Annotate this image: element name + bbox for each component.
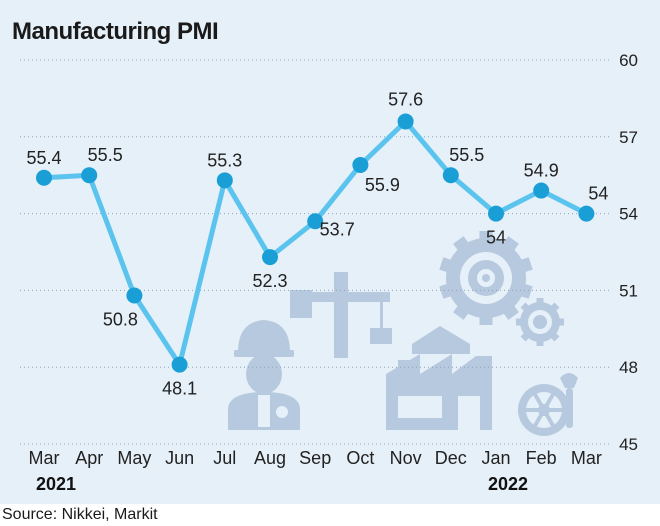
- data-label: 48.1: [162, 379, 197, 399]
- x-tick-label: May: [117, 448, 151, 468]
- data-point: [171, 356, 188, 373]
- chart-title: Manufacturing PMI: [12, 18, 219, 45]
- year-label: 2021: [36, 474, 76, 494]
- x-tick-label: Jul: [213, 448, 236, 468]
- x-tick-label: Feb: [526, 448, 557, 468]
- x-tick-label: Mar: [29, 448, 60, 468]
- worker-icon: [228, 320, 300, 430]
- x-tick-label: Jan: [481, 448, 510, 468]
- data-label: 50.8: [103, 310, 138, 330]
- data-label: 57.6: [388, 89, 423, 109]
- y-tick-label: 57: [619, 128, 638, 147]
- data-point: [216, 172, 233, 189]
- data-point: [442, 167, 459, 184]
- data-label: 55.4: [26, 148, 61, 168]
- small-gear-icon: [516, 298, 564, 346]
- y-tick-label: 51: [619, 281, 638, 300]
- x-tick-label: Apr: [75, 448, 103, 468]
- data-label: 55.5: [88, 145, 123, 165]
- source-note: Source: Nikkei, Markit: [2, 506, 158, 523]
- x-tick-label: Jun: [165, 448, 194, 468]
- x-tick-label: Aug: [254, 448, 286, 468]
- x-tick-label: Dec: [435, 448, 467, 468]
- y-tick-label: 54: [619, 205, 638, 224]
- data-label: 54: [588, 184, 608, 204]
- x-tick-label: Mar: [571, 448, 602, 468]
- data-point: [126, 287, 143, 304]
- x-tick-label: Oct: [346, 448, 374, 468]
- data-label: 55.5: [449, 145, 484, 165]
- chart-area: 45 48 51 54 57 60 55.4 55.5 50.8 48.1 55.3 52.3 53.…: [0, 0, 660, 504]
- data-label: 53.7: [320, 219, 355, 239]
- data-point: [488, 205, 504, 222]
- data-point: [262, 249, 278, 266]
- y-tick-label: 48: [619, 358, 638, 377]
- x-tick-label: Nov: [390, 448, 422, 468]
- y-tick-label: 60: [619, 51, 638, 70]
- data-point: [352, 156, 369, 173]
- data-label: 54: [486, 228, 506, 248]
- year-label: 2022: [488, 474, 528, 494]
- data-point: [578, 205, 595, 222]
- gear-icon: [439, 231, 533, 325]
- factory-icon: [386, 326, 492, 430]
- data-label: 54.9: [524, 161, 559, 181]
- data-label: 55.3: [207, 150, 242, 170]
- data-point: [397, 113, 414, 130]
- data-point: [307, 213, 324, 230]
- industry-illustration: [228, 231, 578, 436]
- y-tick-label: 45: [619, 435, 638, 454]
- line-chart: 45 48 51 54 57 60 55.4 55.5 50.8 48.1 55.3 52.3 53.…: [20, 51, 638, 494]
- data-label: 52.3: [252, 271, 287, 291]
- data-point: [36, 169, 52, 186]
- x-tick-label: Sep: [299, 448, 331, 468]
- wrench-icon: [518, 373, 578, 436]
- crane-icon: [290, 272, 392, 358]
- data-point: [81, 167, 98, 184]
- data-label: 55.9: [365, 175, 400, 195]
- data-point: [533, 182, 550, 199]
